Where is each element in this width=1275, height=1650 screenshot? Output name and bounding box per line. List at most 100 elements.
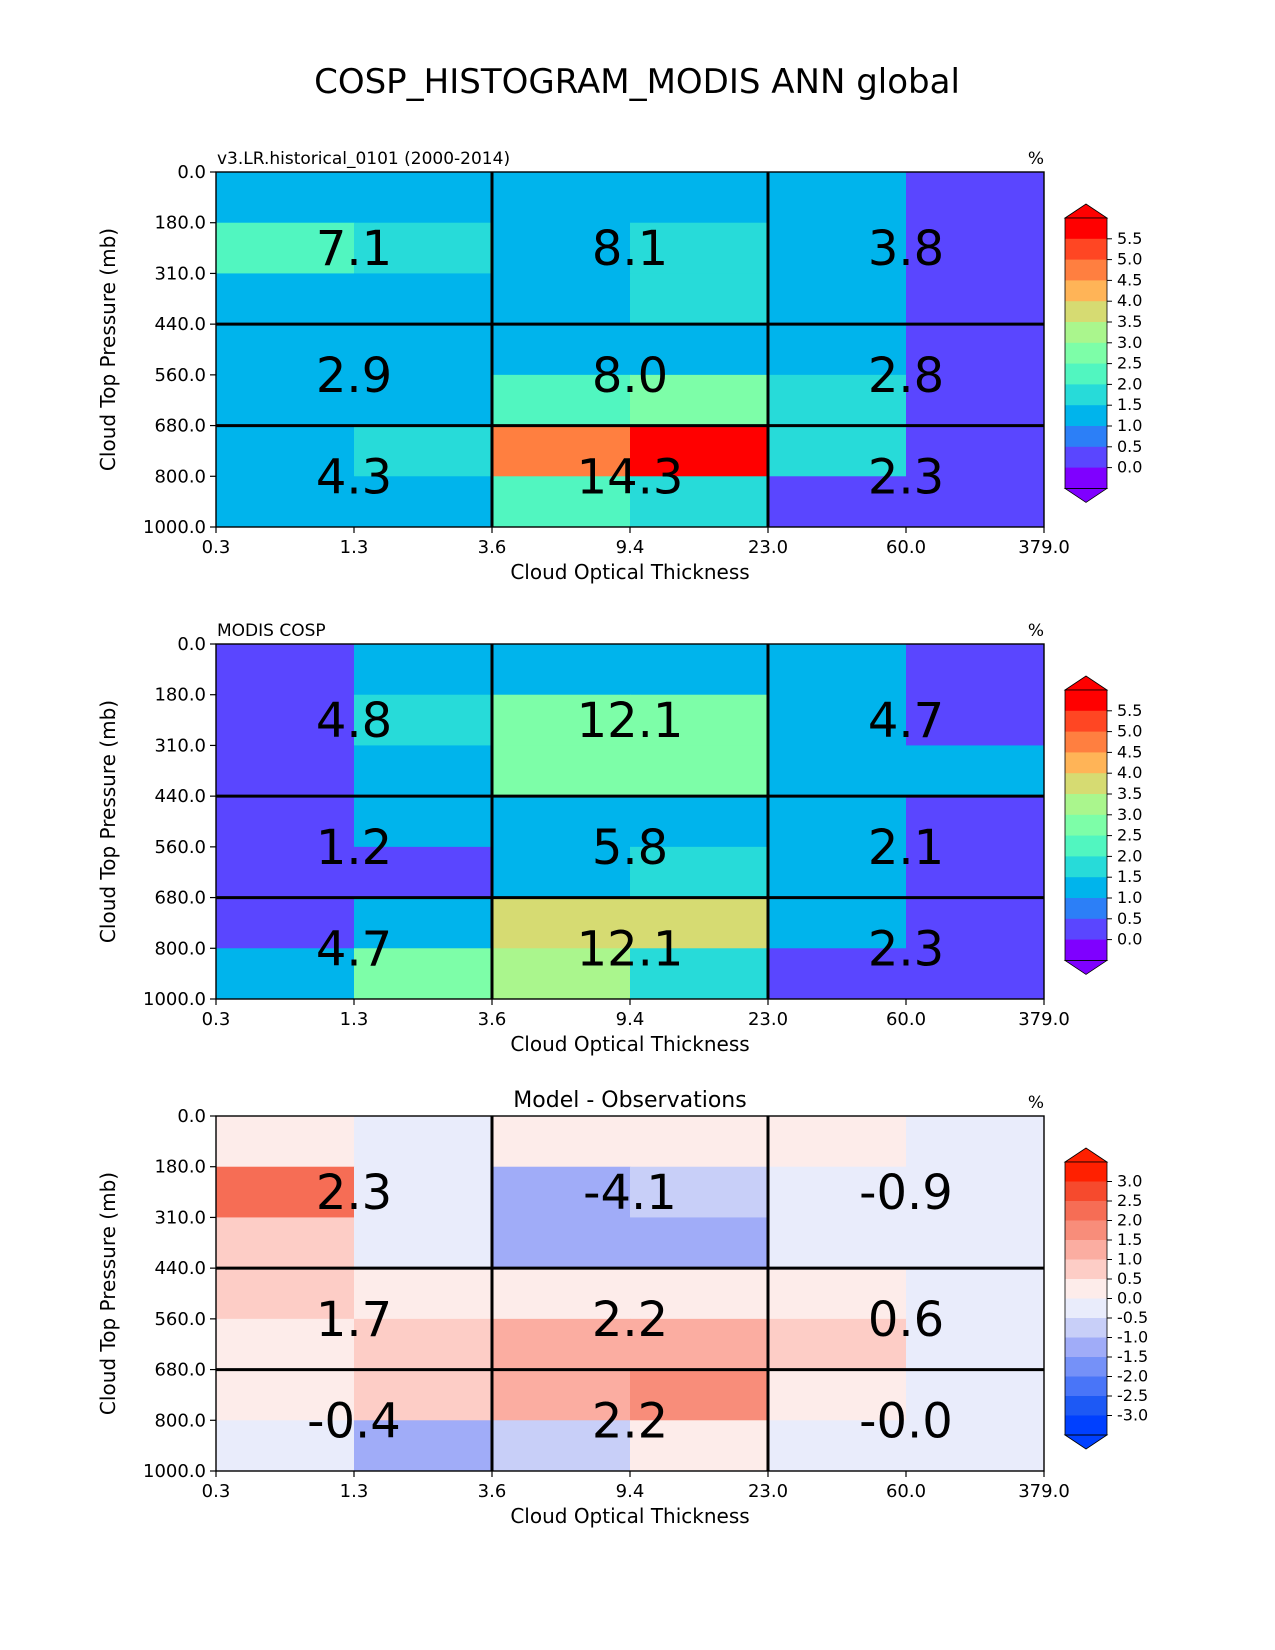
heatmap-cell [216, 1318, 355, 1371]
y-tick-label: 680.0 [154, 416, 206, 437]
colorbar-band [1065, 1396, 1107, 1416]
colorbar-tick-label: 1.0 [1117, 888, 1142, 907]
colorbar-tick-label: 3.0 [1117, 333, 1142, 352]
colorbar-band [1065, 877, 1107, 899]
colorbar-tick-label: 0.0 [1117, 458, 1142, 477]
heatmap-cell [216, 1116, 355, 1168]
y-tick-label: 1000.0 [143, 1461, 206, 1482]
x-tick-label: 1.3 [340, 1009, 369, 1030]
heatmap-cell [492, 172, 631, 224]
heatmap-cell [768, 694, 907, 746]
heatmap-cell [492, 644, 631, 696]
colorbar-band [1065, 939, 1107, 961]
heatmap-cell [768, 172, 907, 224]
heatmap-cell [354, 324, 493, 376]
colorbar-band [1065, 218, 1107, 240]
heatmap-cell [630, 897, 769, 949]
x-tick-label: 60.0 [886, 1481, 926, 1502]
colorbar-band [1065, 238, 1107, 260]
x-tick-label: 0.3 [202, 537, 231, 558]
x-tick-label: 3.6 [478, 1481, 507, 1502]
heatmap-cell [906, 425, 1045, 477]
colorbar-band [1065, 835, 1107, 857]
colorbar-tick-label: 1.0 [1117, 416, 1142, 435]
heatmap-cell [354, 273, 493, 325]
heatmap-cell [354, 1217, 493, 1269]
heatmap-cell [906, 1318, 1045, 1371]
colorbar-frame [1064, 217, 1108, 489]
heatmap-cell [768, 222, 907, 274]
colorbar-band [1065, 1240, 1107, 1260]
colorbar-tick-label: 4.0 [1117, 763, 1142, 782]
heatmap-cell [492, 846, 631, 899]
heatmap-cell [492, 1166, 631, 1218]
heatmap-cell [492, 1217, 631, 1269]
heatmap-cell [492, 476, 631, 528]
heatmap-cell [768, 1318, 907, 1371]
heatmap-cell [768, 1268, 907, 1320]
block-total-label: 5.8 [592, 820, 668, 876]
colorbar-band [1065, 752, 1107, 774]
heatmap-cell [906, 1369, 1045, 1421]
y-tick-label: 180.0 [154, 213, 206, 234]
block-total-label: 3.8 [868, 221, 944, 277]
heatmap-cell [768, 1217, 907, 1269]
colorbar-band [1065, 690, 1107, 712]
heatmap-cell [630, 1116, 769, 1168]
heatmap-cell [768, 425, 907, 477]
colorbar-band [1065, 1162, 1107, 1182]
heatmap-cell [768, 1166, 907, 1218]
panels: 7.1 8.1 3.8 2.9 8.0 2.8 4.3 14.3 2.3 0.3 1.3 3.6 9.4… [96, 149, 1148, 1528]
heatmap-cell [492, 222, 631, 274]
x-tick-label: 23.0 [748, 1481, 788, 1502]
heatmap-cell [630, 172, 769, 224]
heatmap-cell [354, 172, 493, 224]
colorbar-band [1065, 794, 1107, 816]
colorbar-tick-label: 1.5 [1117, 395, 1142, 414]
x-tick-label: 379.0 [1018, 1481, 1070, 1502]
x-tick-label: 3.6 [478, 537, 507, 558]
panel-units-label: % [1028, 149, 1044, 169]
heatmap-cell [630, 222, 769, 274]
heatmap-cell [216, 476, 355, 528]
heatmap-cell [354, 846, 493, 899]
y-tick-label: 1000.0 [143, 517, 206, 538]
x-tick-label: 23.0 [748, 537, 788, 558]
y-tick-label: 680.0 [154, 888, 206, 909]
colorbar-band [1065, 856, 1107, 878]
heatmap-cell [630, 644, 769, 696]
block-total-label: 2.3 [316, 1165, 392, 1221]
colorbar-band [1065, 1376, 1107, 1397]
heatmap-cell [492, 897, 631, 949]
heatmap-cell [354, 476, 493, 528]
colorbar-band [1065, 384, 1107, 406]
panel-left-label: MODIS COSP [217, 621, 326, 641]
y-tick-label: 440.0 [154, 1258, 206, 1279]
block-total-label: -0.9 [859, 1165, 953, 1221]
heatmap-cell [768, 745, 907, 797]
heatmap-cell [768, 796, 907, 848]
y-tick-label: 180.0 [154, 1157, 206, 1178]
colorbar-extend-min [1063, 960, 1109, 975]
block-total-label: -4.1 [583, 1165, 677, 1221]
heatmap-cell [354, 1369, 493, 1421]
heatmap-cell [354, 796, 493, 848]
x-tick-label: 0.3 [202, 1009, 231, 1030]
y-tick-label: 560.0 [154, 365, 206, 386]
x-tick-label: 9.4 [616, 1481, 645, 1502]
x-tick-label: 1.3 [340, 537, 369, 558]
colorbar-tick-label: 2.0 [1117, 846, 1142, 865]
y-tick-label: 0.0 [177, 1106, 206, 1127]
colorbar-tick-label: -2.5 [1117, 1386, 1148, 1405]
block-total-label: 2.9 [316, 348, 392, 404]
block-total-label: 4.3 [316, 449, 392, 505]
heatmap-cell [630, 796, 769, 848]
heatmap-cell [354, 374, 493, 427]
heatmap-cell [630, 846, 769, 899]
heatmap-cell [906, 1166, 1045, 1218]
panel-2: 4.8 12.1 4.7 1.2 5.8 2.1 4.7 12.1 2.3 0.3 1.3 3.6 9.… [96, 621, 1142, 1056]
colorbar-tick-label: 1.0 [1117, 1250, 1142, 1269]
y-tick-label: 1000.0 [143, 989, 206, 1010]
colorbar-band [1065, 322, 1107, 344]
